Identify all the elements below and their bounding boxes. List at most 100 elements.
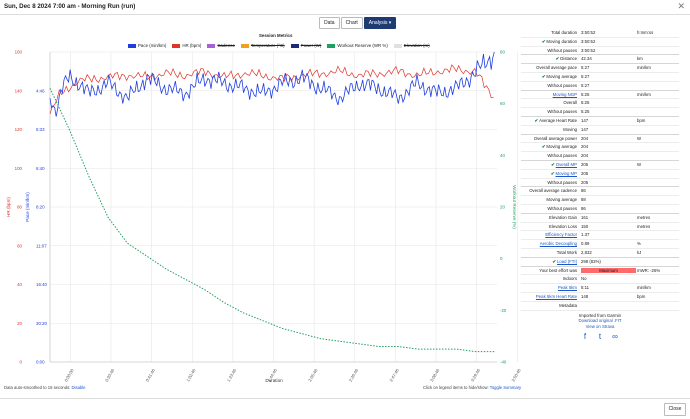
disable-smoothing-link[interactable]: Disable [71, 385, 86, 390]
metric-label-text: Metadata [559, 302, 577, 308]
smoothing-text: Data auto-smoothed to 15 seconds: [4, 385, 71, 390]
metric-label: Elevation Gain [521, 215, 581, 221]
effort-badge: Maximum [581, 267, 636, 274]
legend-swatch [393, 43, 402, 48]
legend-item[interactable]: Pace (min/km) [128, 43, 166, 48]
check-icon: ✔ [550, 170, 555, 176]
metric-value: 1.37 [581, 232, 590, 238]
legend-swatch [128, 43, 136, 48]
metric-label-text: Indoors [562, 276, 577, 282]
legend-item[interactable]: Cadence [207, 43, 235, 48]
metric-label: ✔Moving average [521, 74, 581, 80]
check-icon: ✔ [541, 144, 546, 150]
metric-label[interactable]: Aerobic Decoupling [521, 241, 581, 247]
pace-tick-label: 16:40 [36, 282, 48, 287]
smoothing-note: Data auto-smoothed to 15 seconds: Disabl… [4, 385, 85, 390]
pace-tick-label: 8:20 [36, 205, 45, 210]
metric-label[interactable]: ✔Moving MP [521, 171, 581, 177]
hr-tick-label: 60 [17, 243, 22, 248]
legend-item[interactable]: Power (W) [290, 43, 321, 48]
hr-tick-label: 20 [17, 321, 22, 326]
legend-item[interactable]: HR (bpm) [172, 43, 201, 48]
toggle-summary-link[interactable]: Toggle Summary [489, 385, 522, 390]
metric-row: ✔Moving duration 3:50:52 [521, 38, 679, 47]
metric-unit: % [637, 241, 641, 247]
legend-item[interactable]: Workout Reserve (WR %) [327, 43, 388, 48]
metadata-block: Imported from Garmin Download original .F… [521, 313, 679, 330]
chart-legend: Pace (min/km) HR (bpm) Cadence Temperature … [128, 43, 436, 48]
hr-tick-label: 140 [15, 88, 23, 93]
metric-row: ✔Average Heart Rate 147 bpm [521, 117, 679, 126]
legend-label: Pace (min/km) [138, 43, 167, 48]
legend-item[interactable]: Elevation (m) [393, 43, 430, 48]
title-divider [0, 14, 690, 15]
x-axis-label: Duration [265, 378, 283, 383]
metric-label[interactable]: Moving NGP [521, 92, 581, 98]
metric-label[interactable]: Efficiency Factor [521, 232, 581, 238]
metric-value: 5:27 [581, 73, 590, 79]
metric-label-text: Overall average power [533, 135, 577, 141]
metric-unit: W [637, 135, 642, 141]
metric-label-text: Moving NGP [552, 91, 577, 97]
metric-label[interactable]: ✔Overall MP [521, 162, 581, 168]
legend-swatch [240, 43, 249, 48]
chart-title: Session Metrics [259, 33, 293, 38]
metric-row: Elevation Gain 161 metres [521, 214, 679, 223]
check-icon: ✔ [534, 117, 539, 123]
metric-unit [637, 206, 677, 212]
hr-tick-label: 40 [17, 282, 22, 287]
metric-row: Without pauses 86 [521, 205, 679, 214]
metric-row: Without pauses 5:25 [521, 108, 679, 117]
legend-swatch [327, 43, 336, 48]
close-button[interactable]: Close [664, 403, 686, 416]
facebook-icon[interactable]: f [583, 332, 587, 342]
metric-unit [637, 180, 677, 186]
check-icon: ✔ [541, 73, 546, 79]
view-tabs: Data Chart Analysis ▾ [319, 17, 397, 29]
twitter-icon[interactable]: t [598, 332, 602, 342]
hr-tick-label: 80 [17, 205, 22, 210]
metric-row: Elevation Loss 150 metres [521, 223, 679, 232]
metric-label-text: Moving MP [555, 170, 578, 176]
download-fit-link[interactable]: Download original .FIT [578, 318, 622, 324]
metric-label[interactable]: Peak 5km [521, 285, 581, 291]
metric-value: 205 [581, 170, 589, 176]
metric-unit: min/km [637, 285, 651, 291]
x-tick-label: 1:44:46 [267, 367, 279, 382]
pace-axis-label: Pace (min/km) [25, 192, 30, 222]
metric-unit: mWR: -26% [637, 267, 661, 273]
metric-label-text: Overall average pace [536, 65, 577, 71]
x-tick-label: 3:50:46 [510, 367, 522, 382]
metric-value: No [581, 276, 587, 282]
metric-row: ✔Moving average 5:27 [521, 73, 679, 82]
metric-row: Your best effort was Maximum mWR: -26% [521, 267, 679, 276]
legend-swatch [207, 43, 216, 48]
metric-label[interactable]: Peak 5km Heart Rate [521, 294, 581, 300]
hr-axis-label: HR (bpm) [6, 197, 11, 217]
metric-label-text: Moving average [546, 144, 577, 150]
tab-data[interactable]: Data [319, 17, 340, 29]
close-icon[interactable]: ✕ [677, 1, 685, 11]
metric-row: Overall 5:25 [521, 99, 679, 109]
tab-chart[interactable]: Chart [340, 17, 363, 29]
link-icon[interactable]: ∞ [612, 332, 618, 342]
metric-label-text: Without pauses [547, 205, 577, 211]
metric-label: Metadata [521, 303, 581, 309]
metric-label-text: Moving average [546, 73, 577, 79]
metric-row: Peak 5km 5:11 min/km [521, 284, 679, 293]
metric-unit [637, 303, 677, 309]
legend-item[interactable]: Temperature (°C) [240, 43, 285, 48]
metric-row: Efficiency Factor 1.37 [521, 231, 679, 241]
legend-label: Workout Reserve (WR %) [337, 43, 388, 48]
wr-tick-label: 60 [500, 101, 505, 106]
tab-analysis[interactable]: Analysis ▾ [363, 17, 397, 29]
view-strava-link[interactable]: View on Strava [585, 323, 615, 329]
metric-row: Total Work 2,832 kJ [521, 249, 679, 258]
metric-value: 204 [581, 144, 589, 150]
pace-tick-label: 5:33 [36, 127, 45, 132]
metric-row: Moving NGP 5:25 min/km [521, 91, 679, 100]
metric-label: ✔Moving duration [521, 39, 581, 45]
metric-label[interactable]: ✔Load (FTI) [521, 259, 581, 265]
legend-note-text: Click on legend items to hide/show: [423, 385, 489, 390]
